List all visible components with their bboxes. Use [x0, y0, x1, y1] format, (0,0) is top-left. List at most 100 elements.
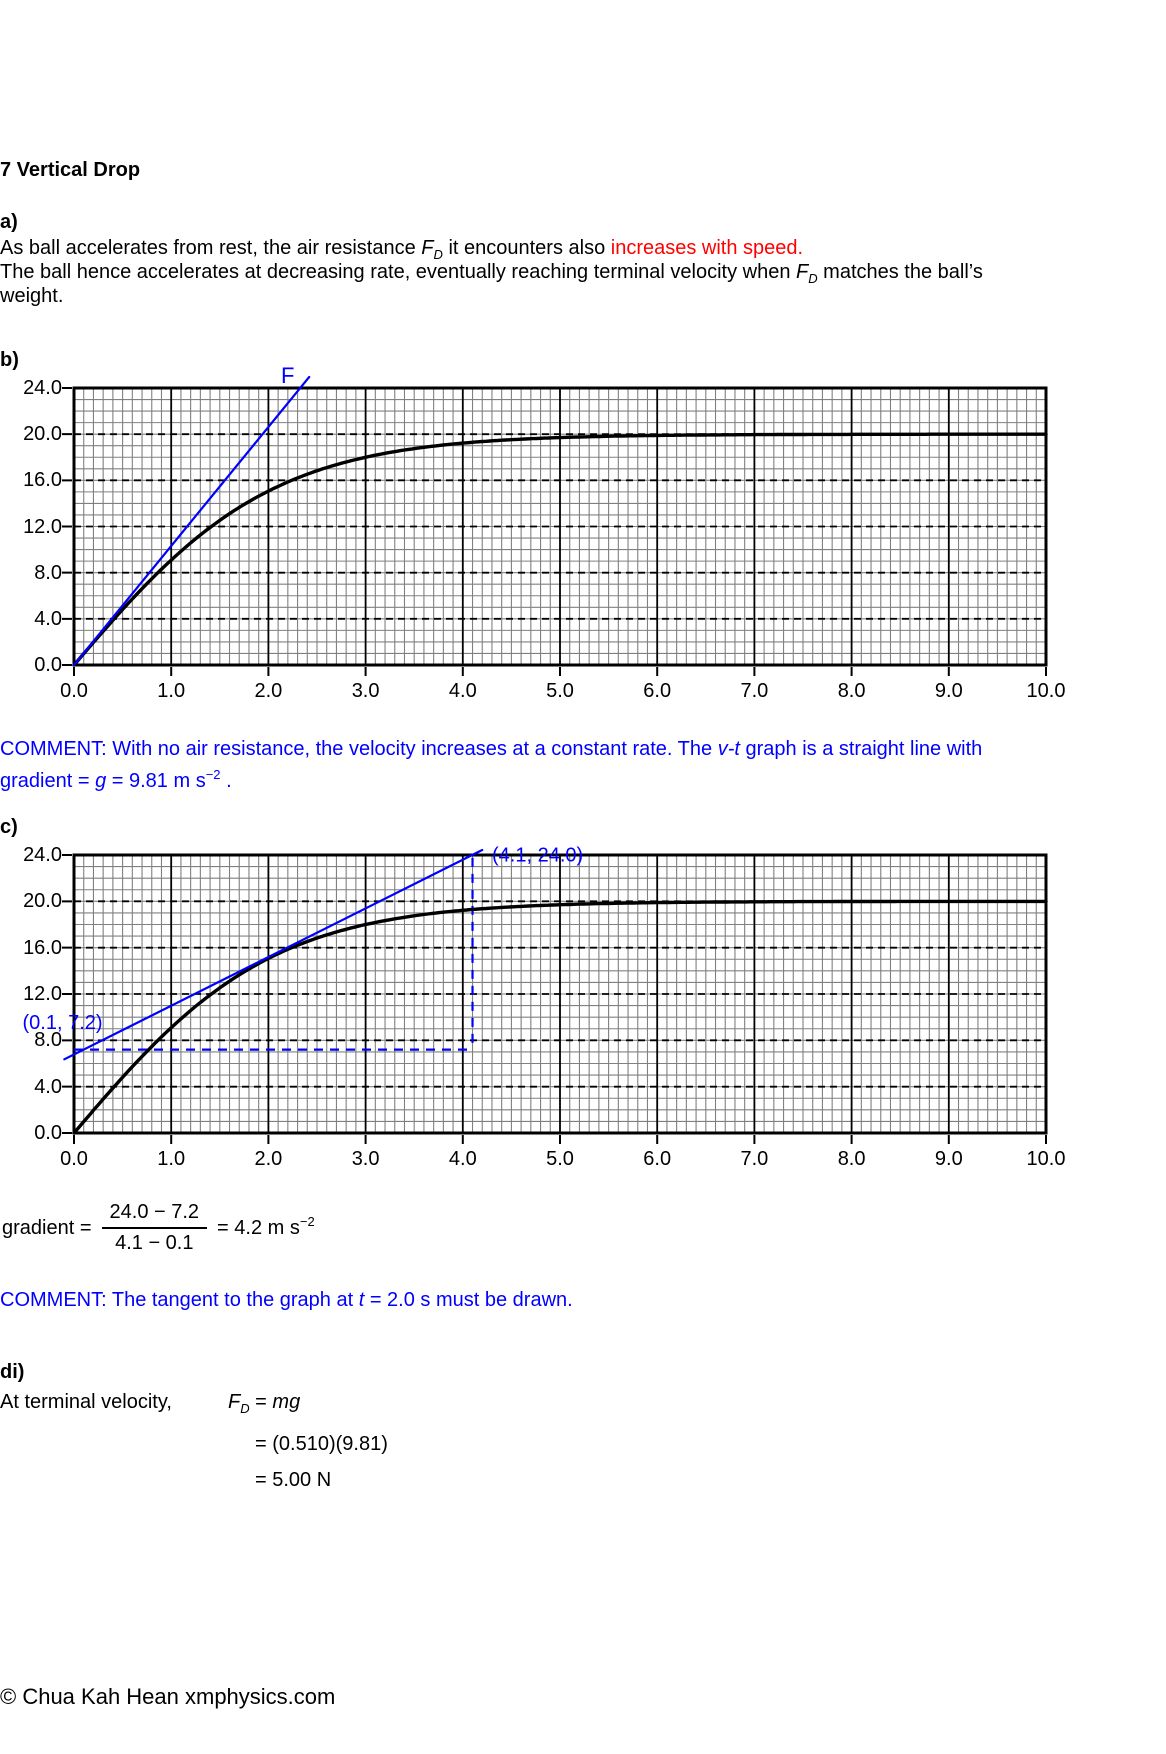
gradient-result-text: = 4.2 m s — [217, 1216, 300, 1239]
answer-a-line1-text: As ball accelerates from rest, the air r… — [0, 237, 422, 259]
x-axis-tick-label: 6.0 — [643, 680, 672, 702]
grid-major-vertical — [170, 855, 950, 1133]
gradient-fraction: 24.0 − 7.2 4.1 − 0.1 — [101, 1201, 208, 1255]
force-symbol: F — [228, 1391, 241, 1413]
y-axis-tick-label: 16.0 — [23, 936, 62, 959]
y-axis-tick-label: 4.0 — [34, 1075, 62, 1098]
answer-a-highlight-red: increases with speed. — [610, 237, 804, 259]
x-axis-tick-label: 0.0 — [60, 680, 88, 702]
y-axis-tick-label: 8.0 — [34, 1029, 62, 1052]
x-axis-tick-label: 3.0 — [351, 680, 380, 702]
gradient-equation: gradient = 24.0 − 7.2 4.1 − 0.1 = 4.2 m … — [2, 1201, 315, 1255]
gradient-lhs: gradient = — [2, 1216, 92, 1239]
fraction-denominator: 4.1 − 0.1 — [115, 1232, 194, 1254]
exponent: −2 — [205, 767, 221, 782]
x-axis-tick-label: 8.0 — [837, 1148, 866, 1170]
y-axis-tick-label: 24.0 — [23, 377, 62, 399]
chart-annotation: (4.1, 24.0) — [492, 844, 583, 866]
x-axis-tick-label: 10.0 — [1026, 680, 1066, 702]
g-symbol: g — [95, 770, 107, 792]
comment-b-text1: COMMENT: With no air resistance, the vel… — [0, 738, 718, 760]
gradient-result: = 4.2 m s−2 — [217, 1213, 315, 1240]
y-axis-tick-label: 12.0 — [23, 515, 62, 538]
answer-a-line1-text2: it encounters also — [442, 237, 611, 259]
answer-a-line2-text: The ball hence accelerates at decreasing… — [0, 261, 796, 283]
x-axis-tick-label: 9.0 — [934, 1148, 963, 1170]
x-axis-tick-label: 5.0 — [546, 680, 574, 702]
velocity-time-curve — [72, 432, 1048, 667]
y-axis-tick-label: 20.0 — [23, 890, 62, 913]
x-axis-tick-label: 9.0 — [934, 680, 963, 702]
x-axis-tick-label: 8.0 — [837, 680, 866, 702]
comment-b-gradient-label: gradient = — [0, 770, 96, 792]
x-axis-tick-label: 5.0 — [546, 1148, 574, 1170]
answer-a-line2: The ball hence accelerates at decreasing… — [0, 260, 983, 286]
answer-d-intro: At terminal velocity, — [0, 1391, 172, 1413]
axis-ticks — [62, 854, 1047, 1144]
x-axis-tick-label: 7.0 — [740, 680, 769, 702]
comment-b-gradient-value: = 9.81 m s — [106, 770, 206, 792]
comment-b-period: . — [220, 770, 232, 792]
force-symbol: F — [421, 237, 434, 259]
section-c-label: c) — [0, 816, 18, 838]
grid-minor — [73, 387, 1047, 666]
comment-b-text2: graph is a straight line with — [739, 738, 983, 760]
x-axis-tick-label: 4.0 — [448, 1148, 477, 1170]
x-axis-tick-label: 3.0 — [351, 1148, 380, 1170]
y-axis-tick-label: 0.0 — [34, 654, 62, 676]
free-fall-straight-line — [72, 375, 311, 667]
answer-a-line3: weight. — [0, 285, 64, 307]
vt-symbol: v-t — [717, 738, 740, 760]
force-symbol: F — [796, 261, 809, 283]
grid-major-horizontal — [74, 900, 1046, 1088]
x-axis-tick-label: 2.0 — [254, 1148, 283, 1170]
plot-border — [72, 853, 1048, 1135]
answer-d-line1: At terminal velocity, FD = mg — [0, 1390, 300, 1415]
grid-major-vertical — [170, 388, 950, 665]
x-axis-tick-label: 7.0 — [740, 1148, 769, 1170]
comment-b-line1: COMMENT: With no air resistance, the vel… — [0, 737, 982, 761]
comment-c-text3: must be drawn. — [435, 1289, 573, 1311]
comment-c: COMMENT: The tangent to the graph at t =… — [0, 1288, 573, 1312]
answer-a-line2-text2: matches the ball’s — [817, 261, 983, 283]
axis-ticks — [62, 387, 1047, 676]
exponent: −2 — [299, 1213, 315, 1229]
fraction-numerator: 24.0 − 7.2 — [101, 1201, 208, 1229]
answer-d-equation3: = 5.00 N — [255, 1469, 332, 1491]
mg-symbol: mg — [272, 1391, 301, 1413]
x-axis-tick-label: 1.0 — [157, 680, 186, 702]
force-subscript: D — [433, 247, 443, 262]
grid-minor — [73, 854, 1047, 1134]
x-axis-tick-label: 2.0 — [254, 680, 283, 702]
y-axis-tick-label: 20.0 — [23, 423, 62, 446]
section-a-label: a) — [0, 211, 18, 233]
force-subscript: D — [240, 1401, 250, 1416]
chart-annotation: F — [281, 363, 294, 388]
velocity-time-curve — [72, 899, 1048, 1135]
x-axis-tick-label: 0.0 — [60, 1148, 88, 1170]
y-axis-tick-label: 4.0 — [34, 607, 62, 630]
copyright-footer: © Chua Kah Hean xmphysics.com — [0, 1684, 336, 1709]
grid-major-horizontal — [74, 433, 1046, 620]
x-axis-tick-label: 10.0 — [1026, 1148, 1066, 1170]
page-title: 7 Vertical Drop — [0, 159, 141, 181]
tangent-at-t-2.0s — [63, 848, 484, 1061]
comment-c-text1: COMMENT: The tangent to the graph at — [0, 1289, 359, 1311]
answer-d-equation1: FD = mg — [228, 1390, 301, 1416]
force-subscript: D — [808, 271, 818, 286]
y-axis-tick-label: 24.0 — [23, 844, 62, 866]
equals: = — [249, 1391, 273, 1413]
y-axis-tick-label: 16.0 — [23, 469, 62, 492]
plot-border — [72, 386, 1048, 667]
t-symbol: t — [358, 1289, 365, 1311]
section-b-label: b) — [0, 349, 19, 371]
section-d-label: di) — [0, 1361, 25, 1383]
y-axis-tick-label: 0.0 — [34, 1122, 62, 1144]
comment-c-text2: = 2.0 s — [364, 1289, 436, 1311]
x-axis-tick-label: 6.0 — [643, 1148, 672, 1170]
x-axis-tick-label: 4.0 — [448, 680, 477, 702]
y-axis-tick-label: 12.0 — [23, 983, 62, 1005]
answer-a-line1: As ball accelerates from rest, the air r… — [0, 236, 804, 262]
answer-d-equation2: = (0.510)(9.81) — [255, 1433, 388, 1455]
